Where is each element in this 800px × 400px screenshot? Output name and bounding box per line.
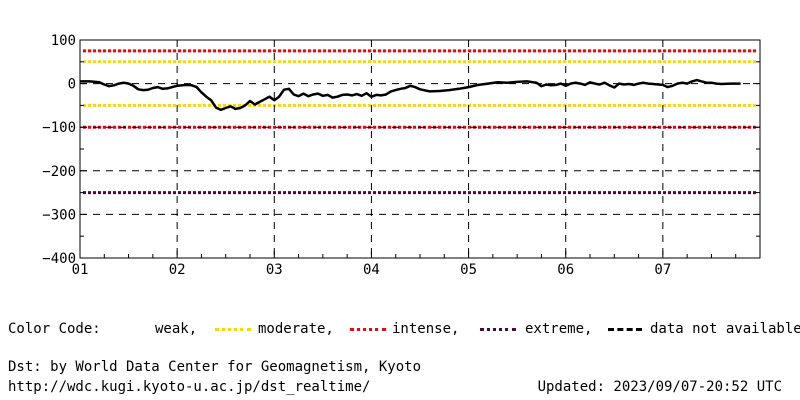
legend-label-moderate: moderate,: [258, 321, 334, 337]
legend-prefix: Color Code:: [8, 321, 101, 337]
dst-series-line: [80, 78, 741, 112]
reference-lines: [83, 49, 757, 195]
legend-label-weak: weak,: [155, 321, 198, 337]
x-axis: 01 02 03 04 05 06 07: [72, 251, 737, 278]
plot-frame: [79, 39, 761, 259]
legend-label-intense: intense,: [392, 321, 460, 337]
legend-label-extreme: extreme,: [525, 321, 593, 337]
updated-timestamp: Updated: 2023/09/07-20:52 UTC: [537, 379, 782, 395]
y-tick-label: 100: [51, 33, 76, 49]
legend-swatch-moderate: [215, 328, 251, 331]
legend-swatch-extreme: [480, 328, 516, 331]
x-tick-label: 01: [72, 262, 89, 278]
y-tick-label: −100: [42, 120, 76, 136]
x-tick-label: 03: [266, 262, 283, 278]
x-tick-label: 06: [557, 262, 574, 278]
x-tick-label: 05: [460, 262, 477, 278]
y-tick-label: −300: [42, 207, 76, 223]
legend-swatch-data-not-available: [608, 328, 642, 331]
x-tick-label: 04: [363, 262, 380, 278]
x-tick-label: 02: [169, 262, 186, 278]
grid-lines: [80, 40, 760, 258]
series-group: [80, 78, 741, 112]
legend-swatch-intense: [350, 328, 386, 331]
legend-label-data-not-available: data not available.: [650, 321, 800, 337]
y-tick-label: −400: [42, 251, 76, 267]
source-url[interactable]: http://wdc.kugi.kyoto-u.ac.jp/dst_realti…: [8, 379, 371, 395]
source-credit: Dst: by World Data Center for Geomagneti…: [8, 359, 422, 375]
y-tick-label: 0: [68, 77, 76, 93]
y-tick-label: −200: [42, 164, 76, 180]
x-tick-label: 07: [654, 262, 671, 278]
y-axis: 100 0 −100 −200 −300 −400: [42, 33, 760, 267]
